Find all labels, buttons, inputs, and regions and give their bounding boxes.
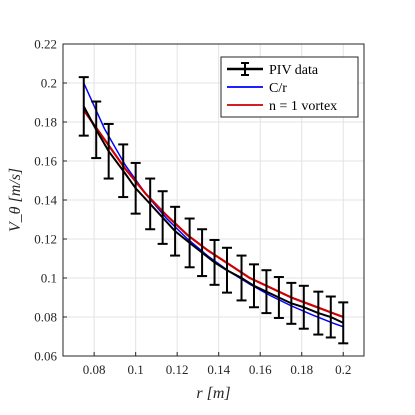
y-tick-label: 0.14 [34, 193, 57, 208]
error-bar [221, 246, 232, 294]
error-bar [103, 122, 114, 180]
error-bar [130, 161, 141, 215]
error-bar [313, 290, 324, 336]
error-bar [273, 276, 284, 319]
x-axis-label: r [m] [196, 385, 230, 402]
y-tick-label: 0.16 [34, 154, 57, 169]
error-bar [298, 284, 309, 330]
x-tick-label: 0.08 [83, 362, 106, 377]
y-tick-label: 0.18 [34, 115, 57, 130]
error-bar [261, 269, 272, 315]
series-layer [78, 76, 349, 345]
error-bar [157, 190, 168, 245]
y-tick-label: 0.1 [41, 271, 57, 286]
legend-label: C/r [269, 81, 287, 96]
error-bar [286, 281, 297, 325]
legend-item: n = 1 vortex [227, 99, 337, 114]
y-tick-label: 0.2 [41, 76, 57, 91]
error-bar [325, 295, 336, 339]
error-bar [248, 263, 259, 309]
series-line [82, 109, 344, 319]
error-bar [209, 238, 220, 286]
legend-label: n = 1 vortex [269, 99, 337, 114]
error-bar [78, 76, 89, 137]
error-bar [197, 228, 208, 278]
y-tick-label: 0.06 [34, 349, 57, 364]
error-bar [184, 217, 195, 269]
x-tick-label: 0.18 [290, 362, 313, 377]
error-bar [118, 143, 129, 199]
x-tick-label: 0.1 [128, 362, 144, 377]
y-tick-label: 0.12 [34, 232, 57, 247]
error-bar [145, 177, 156, 231]
x-tick-label: 0.2 [335, 362, 351, 377]
axes-ticks: 0.08 0.1 0.12 0.14 0.16 0.18 0.2 0.06 0.08 0.1 0.1… [34, 37, 351, 378]
y-axis-label: V_θ [m/s] [7, 168, 24, 232]
y-tick-label: 0.22 [34, 37, 57, 52]
x-tick-label: 0.14 [207, 362, 230, 377]
x-tick-label: 0.16 [249, 362, 272, 377]
legend: PIV data C/r n = 1 vortex [220, 56, 359, 118]
legend-item: C/r [227, 81, 287, 96]
error-bar [170, 205, 181, 257]
legend-label: PIV data [269, 63, 319, 78]
error-bar [338, 301, 349, 345]
x-tick-label: 0.12 [166, 362, 189, 377]
error-bar [91, 100, 102, 160]
error-bar [236, 254, 247, 302]
legend-item: PIV data [227, 62, 319, 78]
y-tick-label: 0.08 [34, 310, 57, 325]
